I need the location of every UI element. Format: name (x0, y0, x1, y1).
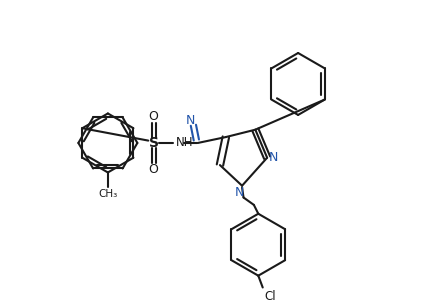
Text: S: S (148, 136, 158, 150)
Text: N: N (234, 186, 244, 199)
Text: O: O (149, 110, 158, 123)
Text: N: N (186, 114, 195, 127)
Text: CH₃: CH₃ (98, 189, 118, 199)
Text: O: O (149, 163, 158, 176)
Text: Cl: Cl (264, 290, 276, 304)
Text: NH: NH (176, 136, 193, 149)
Text: N: N (269, 151, 278, 164)
